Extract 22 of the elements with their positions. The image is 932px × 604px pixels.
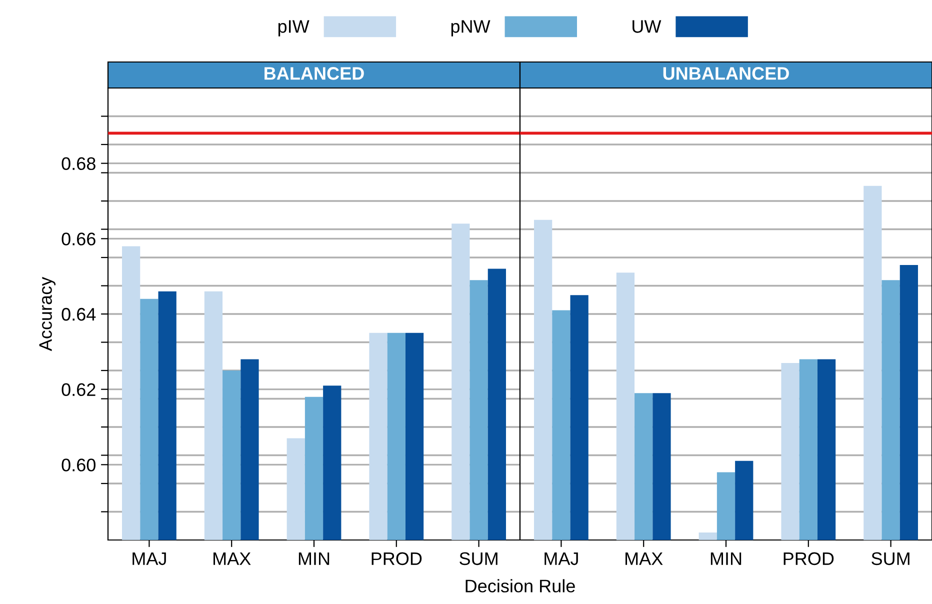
legend-label: UW: [632, 20, 662, 33]
x-tick-label: MIN: [298, 552, 330, 565]
x-tick-label: MAX: [214, 552, 251, 565]
y-tick-label: 0.60: [62, 458, 96, 472]
x-axis-title: Decision Rule: [466, 579, 575, 592]
y-axis-title: Accuracy: [39, 276, 56, 352]
x-tick-label: SUM: [460, 552, 498, 566]
y-tick-label: 0.66: [62, 232, 96, 246]
y-tick-label: 0.64: [62, 308, 96, 321]
x-tick-label: MAJ: [132, 552, 166, 566]
y-tick-label: 0.62: [62, 383, 96, 396]
x-tick-label: MIN: [710, 552, 742, 565]
chart-title: BALANCED: [264, 67, 364, 80]
legend-label: pIW: [278, 20, 310, 36]
x-tick-label: SUM: [872, 552, 910, 566]
x-tick-label: PROD: [372, 552, 422, 566]
x-tick-label: MAX: [626, 552, 663, 565]
chart-title: UNBALANCED: [663, 67, 789, 80]
x-tick-label: PROD: [784, 552, 834, 566]
legend-label: pNW: [451, 20, 490, 36]
y-tick-label: 0.68: [62, 157, 96, 170]
x-tick-label: MAJ: [544, 552, 578, 566]
